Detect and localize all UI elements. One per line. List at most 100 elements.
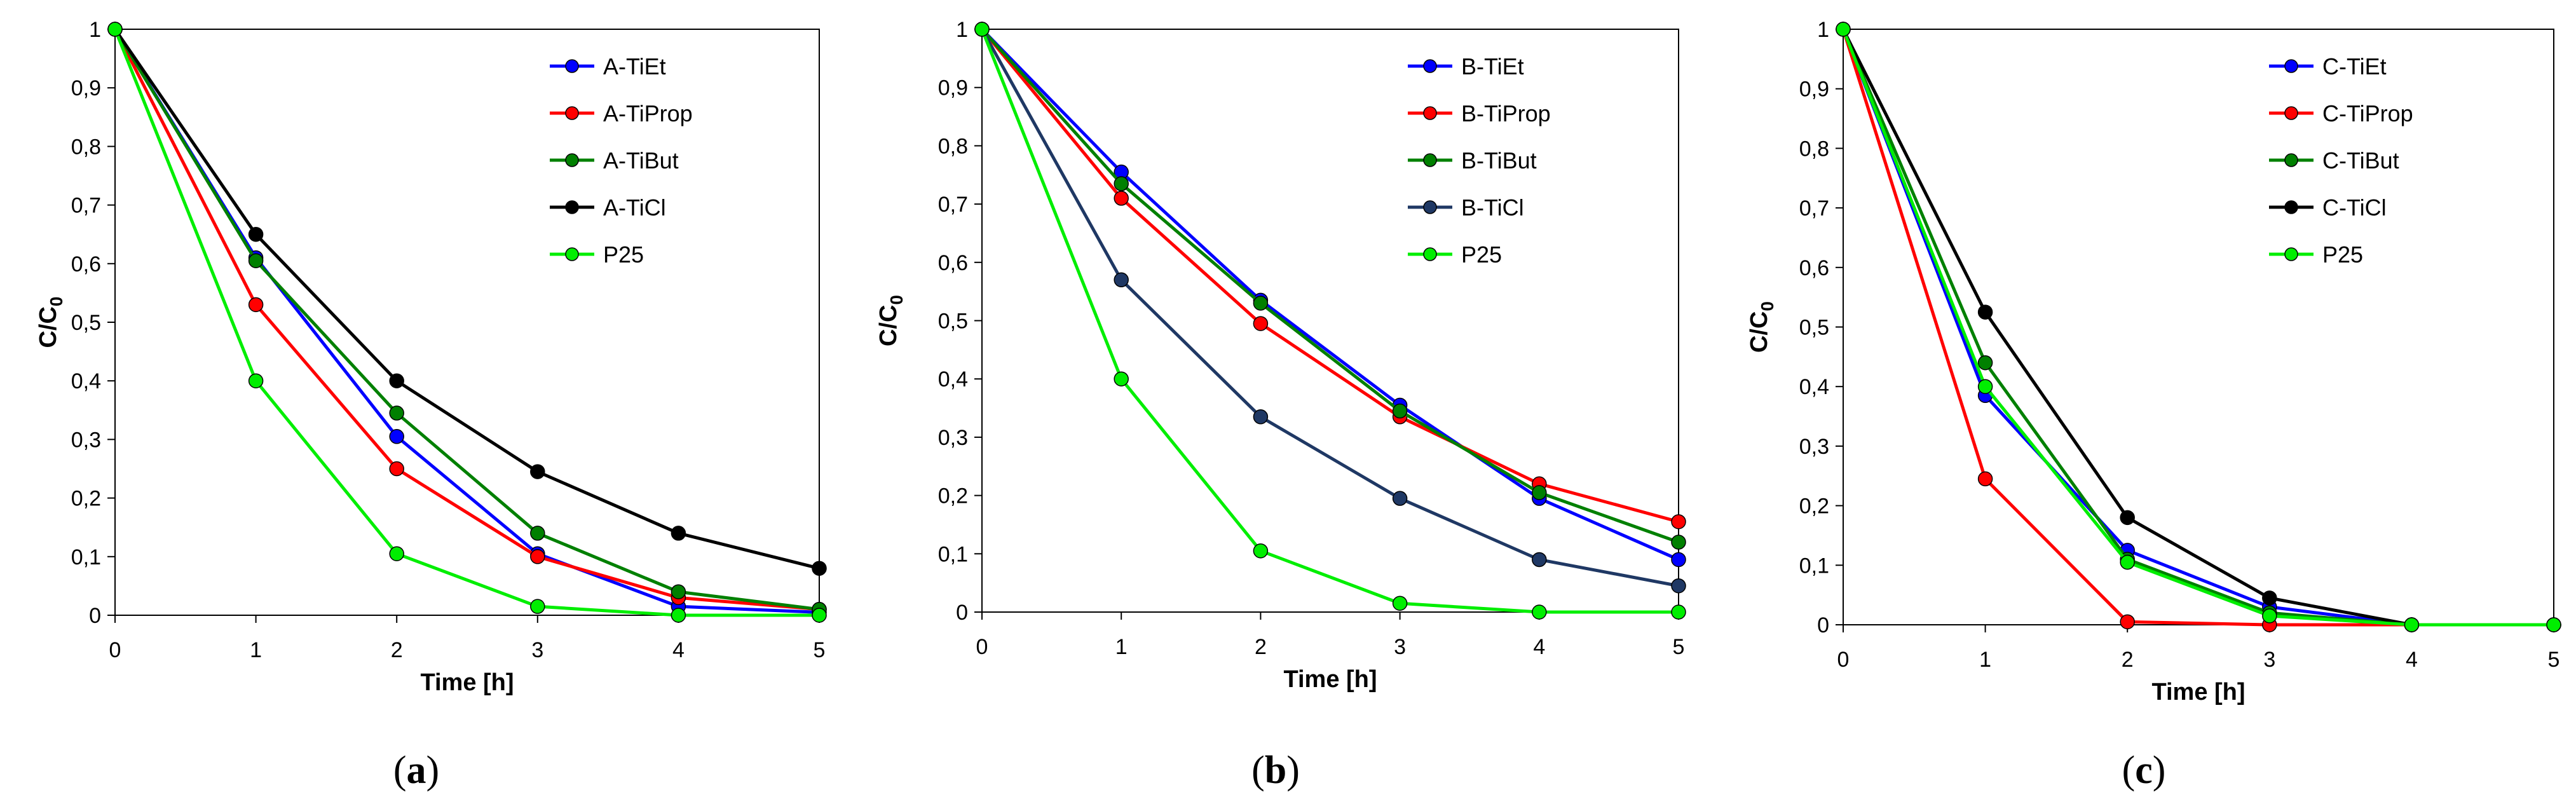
legend-marker — [565, 247, 579, 261]
legend-label: P25 — [1461, 242, 1502, 268]
data-point — [2120, 510, 2135, 526]
series-P25 — [107, 22, 827, 623]
data-point — [974, 22, 990, 37]
data-point — [1977, 355, 1993, 371]
legend-marker — [1423, 106, 1437, 120]
legend-label: C-TiProp — [2322, 100, 2413, 126]
legend-label: B-TiProp — [1461, 100, 1551, 126]
legend-marker — [1423, 247, 1437, 261]
panel-label: (c) — [2122, 749, 2166, 792]
y-axis-title-subscript: 0 — [46, 296, 66, 306]
x-tick-label: 2 — [2122, 648, 2134, 672]
legend-label: P25 — [603, 242, 644, 268]
y-tick-label: 0,9 — [1799, 78, 1829, 102]
data-point — [2546, 617, 2561, 632]
y-tick-label: 1 — [1817, 18, 1829, 42]
data-point — [671, 608, 686, 623]
legend-marker — [2284, 247, 2298, 261]
y-tick-label: 0,5 — [71, 311, 101, 335]
data-point — [1532, 604, 1547, 620]
y-tick-label: 0 — [89, 604, 101, 628]
legend-label: B-TiCl — [1461, 194, 1524, 221]
x-tick-label: 0 — [976, 635, 988, 659]
data-point — [1977, 471, 1993, 487]
panel-label-letter: b — [1265, 749, 1286, 792]
data-point — [2404, 617, 2420, 632]
series-C-TiEt — [1836, 22, 2561, 632]
data-point — [530, 599, 545, 614]
x-tick-label: 5 — [2548, 648, 2560, 672]
data-point — [1671, 535, 1686, 550]
data-point — [2262, 590, 2277, 606]
legend: A-TiEt A-TiProp A-TiBut A-TiCl P25 — [550, 53, 693, 268]
x-tick-label: 5 — [814, 638, 826, 662]
panel-label-close: ) — [426, 749, 440, 792]
y-tick-label: 0,8 — [1799, 137, 1829, 161]
data-point — [1114, 272, 1129, 288]
panel-label-close: ) — [2153, 749, 2166, 792]
y-tick-label: 1 — [956, 18, 968, 42]
panel-label-letter: a — [407, 749, 426, 792]
x-tick-label: 3 — [1394, 635, 1406, 659]
legend-label: P25 — [2322, 242, 2363, 268]
data-point — [1114, 176, 1129, 191]
y-axis-title: C/C0 — [1746, 301, 1777, 353]
y-tick-label: 0,2 — [1799, 494, 1829, 519]
series-line — [113, 28, 820, 570]
panel-label-close: ) — [1286, 749, 1300, 792]
series-C-TiBut — [1836, 22, 2561, 632]
y-axis-title-subscript: 0 — [1757, 301, 1777, 311]
data-point — [2120, 614, 2135, 630]
data-point — [1114, 371, 1129, 386]
x-tick-label: 1 — [250, 638, 262, 662]
y-tick-label: 0,1 — [71, 545, 101, 569]
series-line — [113, 28, 820, 611]
data-point — [1836, 22, 1851, 37]
data-point — [812, 608, 827, 623]
plot-frame — [114, 29, 820, 616]
legend-marker — [2284, 106, 2298, 120]
legend-label: B-TiEt — [1461, 53, 1524, 79]
series-C-TiProp — [1836, 22, 2561, 632]
series-line — [113, 28, 820, 611]
x-tick-label: 4 — [672, 638, 685, 662]
y-tick-label: 0,8 — [938, 134, 968, 158]
x-tick-label: 4 — [1533, 635, 1545, 659]
series-C-TiCl — [1836, 22, 2561, 632]
data-point — [1671, 578, 1686, 594]
data-point — [248, 253, 264, 268]
series-line — [981, 28, 1679, 544]
x-tick-label: 1 — [1979, 648, 1991, 672]
legend-label: A-TiCl — [603, 194, 666, 221]
legend-marker — [1423, 59, 1437, 73]
data-point — [2262, 608, 2277, 624]
data-point — [1977, 379, 1993, 394]
data-point — [1392, 403, 1408, 419]
panel-label-open: ( — [2122, 749, 2136, 792]
y-tick-label: 0,4 — [1799, 375, 1829, 399]
y-tick-label: 0,3 — [938, 426, 968, 450]
chart-panel-b: 0 0,1 0,2 0,3 0,4 0,5 0,6 0,7 0,8 0,9 1 0 1 2 3 4 5 Time … — [875, 18, 1686, 792]
series-line — [1841, 29, 2554, 627]
y-axis-title: C/C0 — [35, 296, 66, 348]
series-line — [980, 28, 1679, 588]
data-point — [1253, 409, 1269, 425]
y-tick-label: 0,6 — [1799, 256, 1829, 280]
y-tick-label: 0,1 — [938, 542, 968, 566]
data-point — [1114, 191, 1129, 206]
data-point — [1671, 604, 1686, 620]
y-axis-title-main: C/C — [875, 305, 902, 346]
y-axis-title-subscript: 0 — [887, 295, 906, 305]
x-tick-label: 1 — [1115, 635, 1128, 659]
series-A-TiBut — [107, 22, 827, 617]
legend-marker — [565, 59, 579, 73]
legend-label: A-TiProp — [603, 100, 693, 126]
data-point — [1392, 491, 1408, 506]
x-tick-label: 3 — [2263, 648, 2275, 672]
y-tick-label: 0,7 — [1799, 196, 1829, 221]
panel-label-open: ( — [393, 749, 407, 792]
data-point — [248, 373, 264, 388]
data-point — [671, 526, 686, 541]
data-point — [389, 461, 404, 477]
